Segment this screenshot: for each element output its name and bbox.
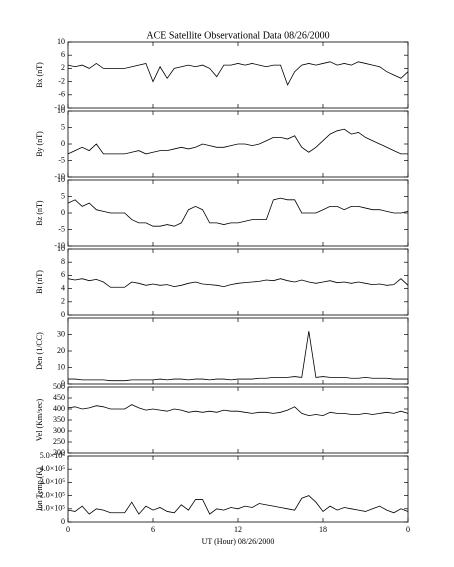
y-tick-label: 500 [53, 382, 65, 391]
y-tick-label: 350 [53, 415, 65, 424]
y-tick-label: 10 [57, 244, 65, 253]
y-tick-label: -10 [54, 172, 65, 181]
y-tick-label: -5 [58, 155, 65, 164]
y-axis-label: Bz (nT) [35, 200, 44, 225]
y-tick-label: 200 [53, 448, 65, 457]
data-line [68, 331, 408, 382]
y-tick-label: 10 [57, 106, 65, 115]
x-axis-label: UT (Hour) 08/26/2000 [202, 537, 275, 546]
y-axis-label: By (nT) [35, 131, 44, 157]
y-tick-label: 400 [53, 404, 65, 413]
x-tick-label: 6 [151, 525, 155, 534]
y-tick-label: 5.0×10⁵ [40, 451, 66, 460]
y-tick-label: 0 [61, 208, 65, 217]
y-tick-label: -10 [54, 103, 65, 112]
y-tick-label: 1.0×10⁵ [40, 504, 66, 513]
y-tick-label: 2.0×10⁵ [40, 490, 66, 499]
y-tick-label: -10 [54, 241, 65, 250]
data-line [67, 278, 409, 288]
y-axis-label: Den (1/CC) [35, 332, 44, 370]
y-axis-label: Bx (nT) [35, 62, 44, 88]
y-tick-label: 450 [53, 393, 65, 402]
y-tick-label: 0 [61, 517, 65, 526]
y-tick-label: 0 [61, 379, 65, 388]
y-tick-label: 4 [61, 283, 65, 292]
y-tick-label: 0 [61, 310, 65, 319]
y-tick-label: 10 [57, 37, 65, 46]
x-tick-label: 12 [234, 525, 242, 534]
y-tick-label: 0 [61, 139, 65, 148]
y-tick-label: 20 [57, 346, 65, 355]
y-axis-label: Vel (Km/sec) [35, 398, 44, 441]
y-tick-label: 6 [61, 270, 65, 279]
y-tick-label: -5 [58, 224, 65, 233]
y-tick-label: 2 [61, 297, 65, 306]
y-tick-label: 3.0×10⁵ [40, 477, 66, 486]
y-tick-label: -2 [58, 76, 65, 85]
y-tick-label: 5 [61, 122, 65, 131]
data-line [67, 197, 409, 227]
y-tick-label: 4.0×10⁵ [40, 464, 66, 473]
y-tick-label: 10 [57, 362, 65, 371]
y-tick-label: -6 [58, 90, 65, 99]
y-tick-label: 300 [53, 426, 65, 435]
y-axis-label: Bt (nT) [35, 270, 44, 294]
y-axis-label: Ion Temp (K) [35, 467, 44, 511]
data-line [67, 404, 409, 417]
y-tick-label: 10 [57, 175, 65, 184]
y-tick-label: 2 [61, 63, 65, 72]
x-tick-label: 0 [406, 525, 410, 534]
data-line [67, 495, 409, 515]
y-tick-label: 30 [57, 329, 65, 338]
y-tick-label: 250 [53, 437, 65, 446]
y-tick-label: 6 [61, 50, 65, 59]
y-tick-label: 5 [61, 191, 65, 200]
x-tick-label: 18 [319, 525, 327, 534]
chart-title: ACE Satellite Observational Data 08/26/2… [146, 30, 329, 41]
y-tick-label: 8 [61, 257, 65, 266]
data-line [67, 61, 409, 86]
data-line [67, 128, 408, 155]
x-tick-label: 0 [66, 525, 70, 534]
